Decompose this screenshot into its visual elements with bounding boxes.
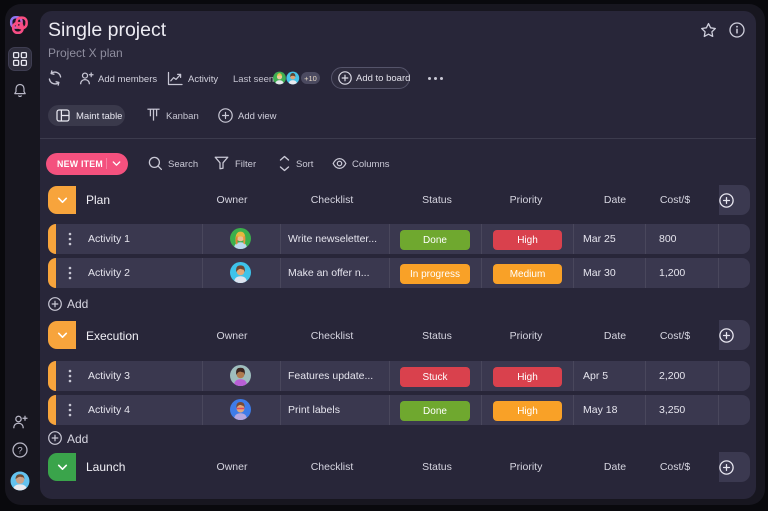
svg-text:?: ? xyxy=(17,445,22,456)
